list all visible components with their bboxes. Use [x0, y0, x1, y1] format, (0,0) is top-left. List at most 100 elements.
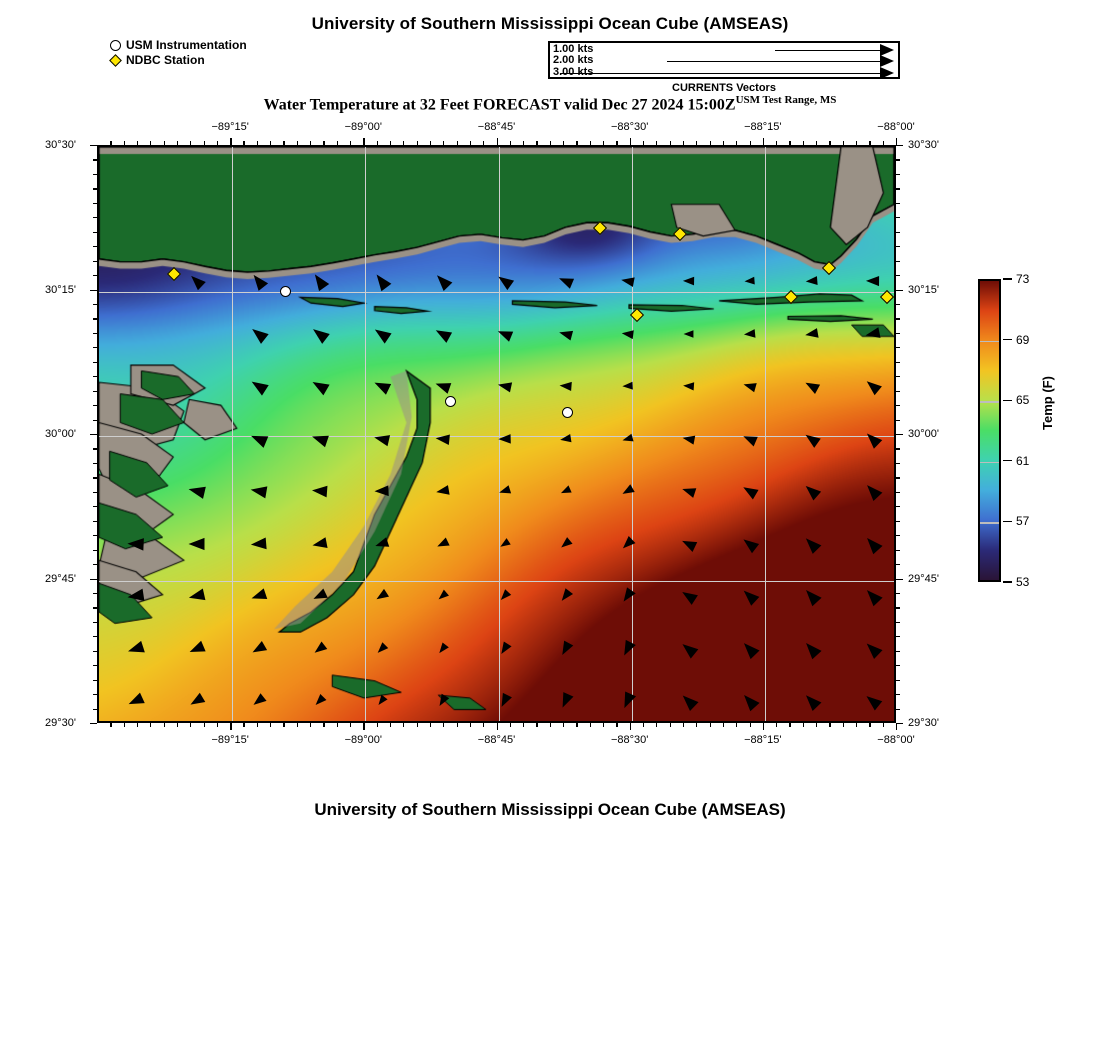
x-axis-minor-tick: [589, 723, 591, 727]
x-axis-minor-tick: [123, 141, 125, 145]
footer-title: University of Southern Mississippi Ocean…: [314, 800, 786, 819]
x-axis-minor-tick: [416, 723, 418, 727]
colorbar-tick-label: 57: [1016, 514, 1030, 529]
y-axis-tick: [896, 723, 903, 725]
y-axis-minor-tick: [93, 462, 97, 465]
x-axis-minor-tick: [563, 723, 565, 727]
x-axis-minor-tick: [536, 723, 538, 727]
y-axis-minor-tick: [93, 159, 97, 161]
x-axis-minor-tick: [296, 141, 298, 145]
x-axis-label: −89°00': [344, 121, 383, 133]
y-axis-minor-tick: [93, 448, 97, 450]
y-axis-label: 29°30': [45, 717, 76, 729]
vector-legend-label: 1.00 kts: [553, 43, 594, 55]
x-axis-minor-tick: [682, 723, 685, 727]
marker-legend: USM Instrumentation NDBC Station: [109, 38, 247, 68]
y-axis-label: 29°45': [45, 572, 76, 585]
y-axis-minor-tick: [896, 549, 900, 551]
subtitle-container: Water Temperature at 32 Feet FORECAST va…: [0, 94, 1100, 114]
x-axis-minor-tick: [310, 141, 312, 145]
y-axis-label: 29°30': [908, 717, 939, 729]
y-axis-label: 30°30': [908, 139, 939, 151]
x-axis-minor-tick: [176, 141, 179, 145]
x-axis-minor-tick: [203, 141, 205, 145]
x-axis-minor-tick: [350, 141, 352, 145]
x-axis-tick: [363, 138, 365, 145]
vector-arrow-icon: [880, 44, 894, 56]
y-axis-minor-tick: [93, 405, 97, 407]
x-axis-minor-tick: [709, 141, 711, 145]
x-axis-minor-tick: [256, 141, 258, 145]
vector-legend-row: 2.00 kts: [550, 54, 898, 68]
y-axis-label: 29°45': [908, 572, 939, 585]
y-axis-minor-tick: [896, 448, 900, 450]
y-axis-minor-tick: [93, 260, 97, 262]
x-axis-minor-tick: [842, 723, 844, 727]
x-axis-minor-tick: [736, 141, 738, 145]
y-axis-tick: [90, 434, 97, 436]
x-axis-label: −89°15': [211, 121, 249, 133]
y-axis-minor-tick: [896, 347, 900, 349]
y-axis-minor-tick: [896, 217, 900, 219]
x-axis-minor-tick: [190, 723, 192, 727]
x-axis-minor-tick: [722, 141, 725, 145]
currents-vector-legend: 1.00 kts 2.00 kts 3.00 kts: [548, 41, 900, 79]
y-axis-minor-tick: [896, 665, 900, 667]
x-axis-minor-tick: [616, 141, 618, 145]
y-axis-minor-tick: [93, 592, 97, 595]
x-axis-minor-tick: [350, 723, 352, 727]
x-axis-tick: [496, 138, 498, 145]
vector-legend-line: [775, 50, 880, 51]
y-axis-tick: [896, 145, 903, 147]
vector-arrow-icon: [880, 55, 894, 68]
x-axis-minor-tick: [323, 141, 325, 145]
x-axis-minor-tick: [696, 141, 698, 145]
y-axis-minor-tick: [93, 361, 97, 363]
x-axis-minor-tick: [669, 141, 671, 145]
x-axis-minor-tick: [589, 141, 591, 145]
diamond-marker-icon: [109, 54, 122, 67]
x-axis-minor-tick: [469, 141, 472, 145]
y-axis-minor-tick: [93, 390, 97, 392]
y-axis-minor-tick: [93, 303, 97, 306]
x-axis-minor-tick: [389, 141, 392, 145]
y-axis-minor-tick: [896, 246, 900, 248]
x-axis-minor-tick: [816, 723, 818, 727]
x-axis-minor-tick: [776, 723, 778, 727]
x-axis-minor-tick: [216, 723, 219, 727]
circle-marker-icon: [110, 40, 121, 51]
x-axis-minor-tick: [429, 141, 432, 145]
y-axis-minor-tick: [896, 694, 900, 696]
y-axis-minor-tick: [896, 332, 900, 335]
x-axis-minor-tick: [642, 723, 645, 727]
colorbar: [978, 279, 1001, 582]
x-axis-minor-tick: [549, 723, 551, 727]
y-axis-minor-tick: [93, 318, 97, 320]
x-axis-minor-tick: [310, 723, 312, 727]
x-axis-minor-tick: [270, 141, 272, 145]
y-axis-minor-tick: [93, 564, 97, 566]
x-axis-minor-tick: [869, 141, 871, 145]
x-axis-label: −88°45': [477, 121, 516, 133]
y-axis-minor-tick: [896, 564, 900, 566]
y-axis-minor-tick: [93, 275, 97, 277]
x-axis-minor-tick: [736, 723, 738, 727]
y-axis-minor-tick: [93, 173, 97, 176]
x-axis-minor-tick: [789, 141, 791, 145]
legend-item-usm: USM Instrumentation: [110, 38, 247, 53]
x-axis-minor-tick: [483, 141, 485, 145]
temperature-field-canvas: [99, 147, 894, 721]
y-axis-tick: [896, 289, 903, 291]
x-axis-tick: [496, 723, 498, 730]
x-axis-minor-tick: [456, 723, 458, 727]
y-axis-minor-tick: [896, 275, 900, 277]
y-axis-minor-tick: [896, 361, 900, 363]
x-axis-minor-tick: [616, 723, 618, 727]
y-axis-minor-tick: [896, 202, 900, 204]
y-axis-minor-tick: [896, 607, 900, 609]
map-panel[interactable]: [97, 145, 896, 723]
x-axis-label: −88°30': [610, 734, 649, 746]
x-axis-minor-tick: [416, 141, 418, 145]
colorbar-tick-label: 61: [1016, 453, 1030, 468]
vector-legend-line: [560, 72, 880, 74]
